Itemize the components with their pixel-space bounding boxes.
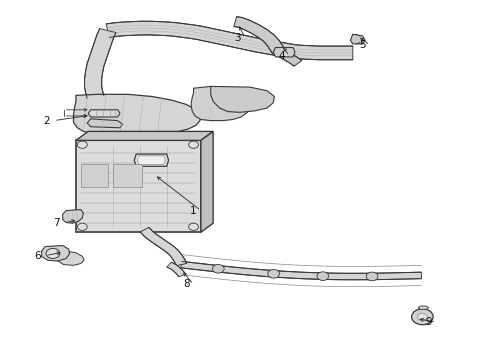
Polygon shape	[234, 17, 286, 54]
Circle shape	[268, 270, 279, 278]
Polygon shape	[350, 34, 365, 44]
Polygon shape	[76, 131, 213, 140]
Polygon shape	[87, 119, 122, 128]
Circle shape	[366, 272, 378, 281]
Polygon shape	[85, 28, 116, 98]
Polygon shape	[191, 86, 250, 121]
Circle shape	[46, 248, 60, 258]
Polygon shape	[74, 94, 201, 134]
Text: 6: 6	[34, 251, 41, 261]
Polygon shape	[276, 49, 302, 66]
Text: 5: 5	[359, 40, 366, 50]
Text: 4: 4	[278, 51, 285, 61]
Polygon shape	[134, 154, 169, 166]
Polygon shape	[201, 131, 213, 232]
Polygon shape	[81, 164, 108, 187]
Circle shape	[212, 265, 224, 273]
Polygon shape	[88, 110, 120, 117]
Circle shape	[189, 141, 198, 148]
Polygon shape	[58, 250, 84, 265]
Polygon shape	[181, 261, 421, 280]
Polygon shape	[273, 48, 295, 57]
Text: 2: 2	[43, 116, 50, 126]
Polygon shape	[167, 262, 186, 277]
Polygon shape	[418, 306, 429, 310]
Polygon shape	[137, 156, 166, 165]
Polygon shape	[42, 246, 70, 261]
Polygon shape	[140, 228, 187, 266]
Polygon shape	[211, 86, 274, 112]
Polygon shape	[76, 140, 201, 232]
Polygon shape	[63, 210, 83, 223]
Polygon shape	[113, 164, 142, 187]
Text: 1: 1	[190, 206, 197, 216]
Circle shape	[417, 313, 427, 320]
Circle shape	[412, 309, 433, 325]
Circle shape	[77, 223, 87, 230]
Circle shape	[189, 223, 198, 230]
Text: 8: 8	[183, 279, 190, 289]
Text: 3: 3	[234, 33, 241, 43]
Circle shape	[317, 272, 329, 280]
Polygon shape	[106, 21, 353, 60]
Circle shape	[77, 141, 87, 148]
Text: 9: 9	[425, 317, 432, 327]
Text: 7: 7	[53, 218, 60, 228]
